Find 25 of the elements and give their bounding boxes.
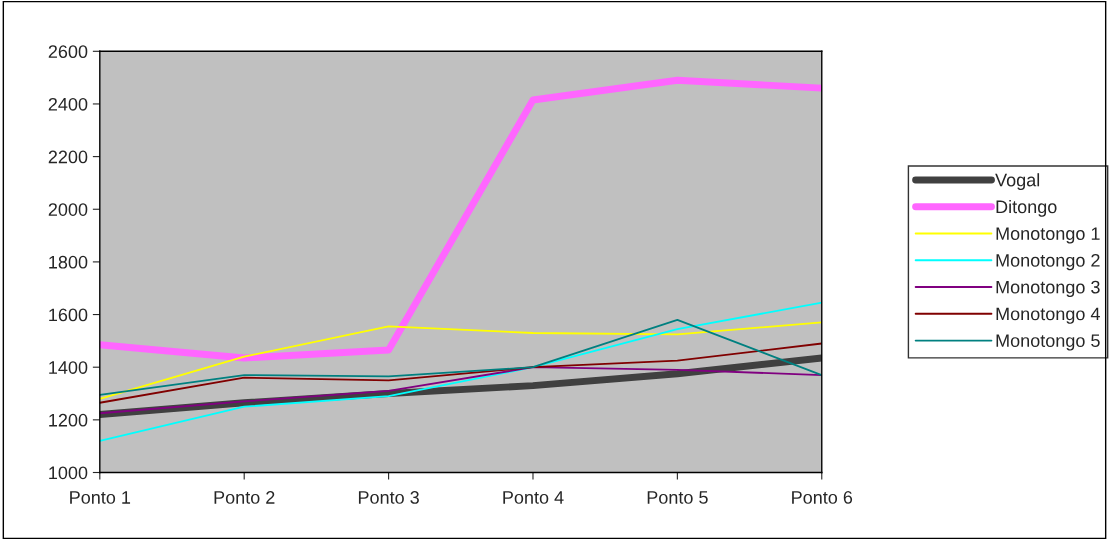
line-series <box>99 342 822 404</box>
x-tick-label: Ponto 2 <box>214 491 275 504</box>
legend-label: Vogal <box>995 173 1040 191</box>
x-tick-label: Ponto 6 <box>792 491 853 504</box>
x-tick-label: Ponto 5 <box>647 491 708 504</box>
y-tick-label: 1400 <box>49 361 88 374</box>
y-tick-label: 2400 <box>48 97 88 111</box>
legend-label: Ditongo <box>996 199 1057 217</box>
legend-label: Monotongo 3 <box>996 280 1100 298</box>
y-tick-label: 2200 <box>48 150 88 164</box>
legend-label: Monotongo 5 <box>996 334 1100 351</box>
y-tick-label: 1000 <box>49 466 88 480</box>
line-series <box>99 301 822 442</box>
line-series <box>99 366 822 415</box>
legend-label: Monotongo 4 <box>996 307 1100 324</box>
y-tick-label: 1200 <box>49 413 88 427</box>
y-tick-label: 2600 <box>48 45 88 59</box>
y-tick-label: 1800 <box>49 255 88 269</box>
x-tick-label: Ponto 1 <box>70 491 131 504</box>
legend-label: Monotongo 1 <box>996 227 1100 244</box>
y-tick-label: 1600 <box>49 308 88 322</box>
y-tick-label: 2000 <box>48 203 88 216</box>
x-tick-label: Ponto 3 <box>358 491 419 504</box>
x-tick-label: Ponto 4 <box>503 491 564 504</box>
legend-label: Monotongo 2 <box>996 253 1100 271</box>
